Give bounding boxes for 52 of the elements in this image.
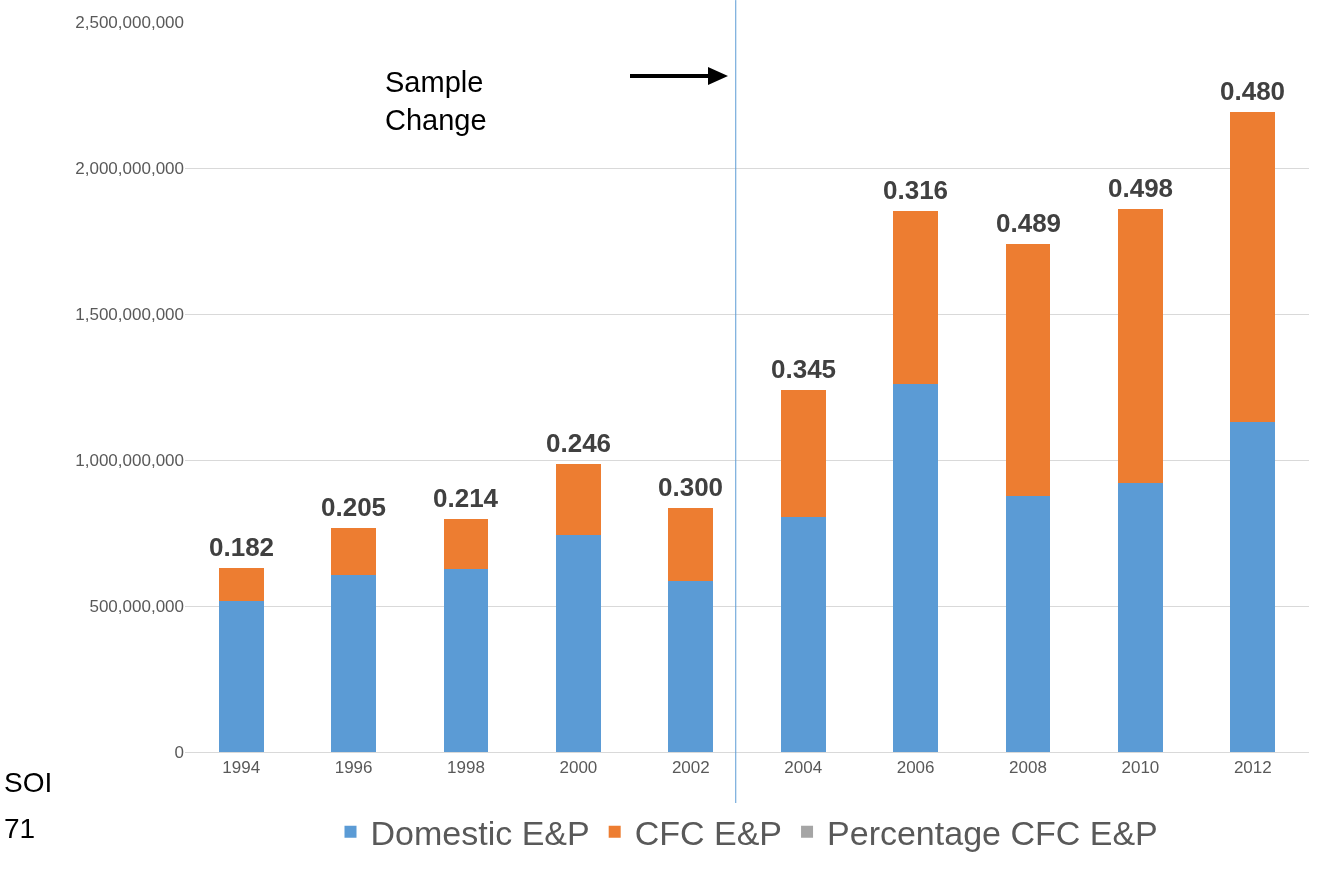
legend-label: Domestic E&P (370, 813, 590, 852)
bar (443, 568, 489, 752)
annotation: 0.480 (1220, 76, 1286, 106)
y-tick-label: 2,500,000,000 (75, 12, 184, 32)
annotation: 0.214 (433, 483, 499, 513)
bar (443, 518, 489, 569)
y-tick-label: 0 (174, 742, 184, 762)
y-tick-label: 1,500,000,000 (75, 304, 184, 324)
bar (1005, 495, 1051, 752)
y-tick-label: 500,000,000 (89, 596, 184, 616)
text: SOI (4, 767, 53, 798)
bar (555, 464, 601, 535)
bar (218, 600, 264, 752)
bar (1230, 111, 1276, 423)
bar (1117, 209, 1163, 484)
bar (1230, 422, 1276, 752)
y-tick-label: 2,000,000,000 (75, 158, 184, 178)
annotation: 0.300 (658, 472, 724, 502)
bar (893, 384, 939, 752)
x-tick-label: 2012 (1233, 758, 1272, 778)
bar (555, 534, 601, 752)
x-tick-label: 2002 (671, 758, 710, 778)
x-tick-label: 2008 (1009, 758, 1047, 778)
annotation: 0.345 (771, 354, 837, 384)
y-tick-label: 1,000,000,000 (75, 450, 184, 470)
annotation: 0.316 (883, 175, 949, 205)
bar (668, 507, 714, 581)
annotation: 0.498 (1108, 173, 1174, 203)
x-tick-label: 2000 (559, 758, 598, 778)
bar (331, 528, 377, 575)
bar (218, 567, 264, 601)
legend-label: CFC E&P (634, 813, 783, 852)
bar (893, 211, 939, 385)
bar (668, 580, 714, 752)
x-tick-label: 2006 (896, 758, 935, 778)
annotation: Sample Change (385, 66, 487, 136)
bar (1117, 483, 1163, 752)
annotation: 0.182 (209, 532, 275, 562)
x-tick-label: 2010 (1121, 758, 1160, 778)
annotation: 0.489 (996, 208, 1062, 238)
x-tick-label: 2004 (784, 758, 823, 778)
bar (780, 516, 826, 752)
x-tick-label: 1996 (334, 758, 373, 778)
text: 71 (4, 813, 36, 844)
annotation: 0.205 (321, 492, 387, 522)
annotation: 0.246 (546, 428, 612, 458)
x-tick-label: 1998 (447, 758, 485, 778)
bar (331, 574, 377, 752)
bar (1005, 244, 1051, 496)
bar (780, 389, 826, 517)
legend-label: Percentage CFC E&P (827, 813, 1158, 852)
x-tick-label: 1994 (222, 758, 261, 778)
